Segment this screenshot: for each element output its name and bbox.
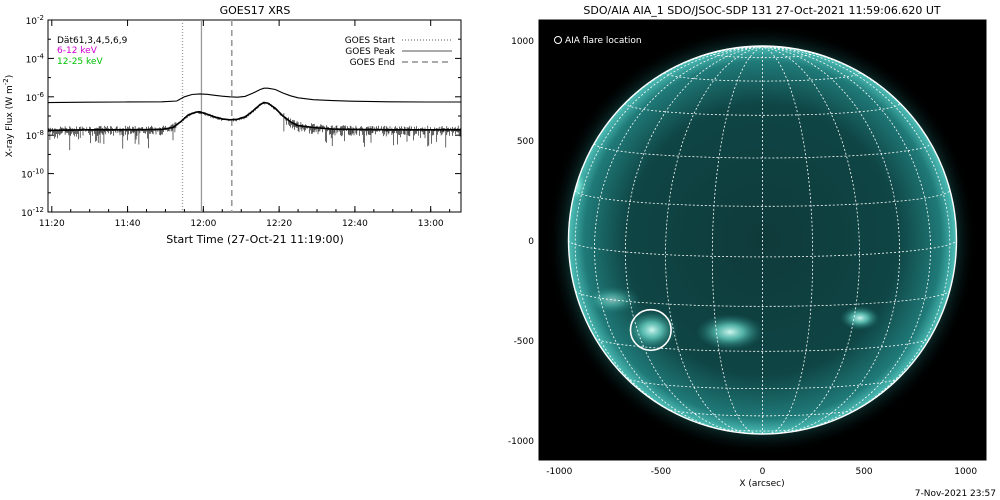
info-line-high-energy: 12-25 keV bbox=[57, 57, 103, 67]
latitude-line bbox=[666, 408, 859, 417]
x-tick-label: 11:20 bbox=[39, 219, 65, 229]
longitude-line bbox=[594, 46, 763, 432]
image-y-tick-label: -1000 bbox=[508, 437, 534, 447]
x-tick-label: 13:00 bbox=[418, 219, 444, 229]
series-noise bbox=[48, 101, 461, 151]
series-line-2 bbox=[48, 101, 461, 132]
image-x-tick-label: -1000 bbox=[546, 467, 572, 477]
x-tick-label: 11:40 bbox=[115, 219, 141, 229]
active-region-west-south bbox=[840, 306, 880, 330]
footer-date: 7-Nov-2021 23:57 bbox=[915, 489, 996, 499]
left-legend: GOES Start GOES Peak GOES End bbox=[345, 36, 452, 68]
longitude-line bbox=[762, 46, 931, 432]
info-box: Dät61,3,4,5,6,9 6-12 keV 12-25 keV bbox=[57, 36, 128, 67]
y-tick-label: 10-12 bbox=[21, 206, 44, 219]
flare-location-marker bbox=[629, 308, 672, 352]
legend-goes-peak: GOES Peak bbox=[345, 47, 395, 57]
longitude-line bbox=[762, 46, 901, 434]
series-group bbox=[48, 87, 461, 151]
left-chart-title: GOES17 XRS bbox=[220, 4, 291, 17]
active-region-flare bbox=[626, 310, 678, 350]
x-tick-label: 12:20 bbox=[266, 219, 292, 229]
image-x-tick-label: -500 bbox=[651, 467, 672, 477]
y-tick-label: 10-8 bbox=[26, 129, 44, 142]
flare-legend-label: AIA flare location bbox=[565, 36, 642, 46]
aia-axes: -1000 -500 0 500 1000 1000 500 0 -500 -1000 bbox=[508, 20, 986, 477]
image-y-tick-label: 500 bbox=[517, 137, 534, 147]
longitude-line bbox=[711, 46, 763, 435]
active-region-southeast-band bbox=[584, 286, 640, 314]
series-line-1 bbox=[48, 87, 461, 104]
image-y-tick-label: 0 bbox=[528, 237, 534, 247]
longitude-line bbox=[624, 46, 763, 434]
flare-legend-circle bbox=[554, 36, 562, 44]
y-tick-label: 10-6 bbox=[26, 91, 45, 104]
latitude-line bbox=[624, 102, 901, 116]
longitude-line bbox=[762, 46, 814, 435]
y-tick-label: 10-4 bbox=[26, 52, 45, 65]
x-tick-label: 12:40 bbox=[342, 219, 368, 229]
solar-limb bbox=[567, 45, 958, 435]
legend-goes-end: GOES End bbox=[350, 58, 395, 68]
image-x-tick-label: 0 bbox=[760, 467, 766, 477]
y-tick-label: 10-10 bbox=[21, 168, 44, 181]
latitude-line bbox=[574, 189, 951, 207]
info-line-detectors: Dät61,3,4,5,6,9 bbox=[57, 36, 128, 46]
longitude-line bbox=[762, 46, 860, 435]
active-region-center-south bbox=[696, 314, 764, 350]
image-x-tick-label: 500 bbox=[855, 467, 872, 477]
x-tick-label: 12:00 bbox=[190, 219, 216, 229]
latitude-line bbox=[594, 337, 931, 352]
goes-plot-frame bbox=[47, 19, 462, 213]
y-tick-label: 10-2 bbox=[26, 14, 44, 27]
right-x-axis-label: X (arcsec) bbox=[739, 479, 784, 489]
latitude-line bbox=[575, 290, 950, 307]
legend-goes-start: GOES Start bbox=[345, 36, 396, 46]
left-x-axis-label: Start Time (27-Oct-21 11:19:00) bbox=[166, 233, 344, 246]
left-y-axis-label: X-ray Flux (W m-2) bbox=[2, 75, 15, 157]
info-line-low-energy: 6-12 keV bbox=[57, 46, 98, 56]
image-x-tick-label: 1000 bbox=[954, 467, 977, 477]
image-y-tick-label: 1000 bbox=[511, 37, 534, 47]
longitude-line bbox=[665, 46, 763, 435]
image-y-tick-label: -500 bbox=[514, 337, 535, 347]
aia-image: AIA flare location bbox=[547, 25, 977, 455]
right-image-title: SDO/AIA AIA_1 SDO/JSOC-SDP 131 27-Oct-20… bbox=[583, 4, 941, 17]
